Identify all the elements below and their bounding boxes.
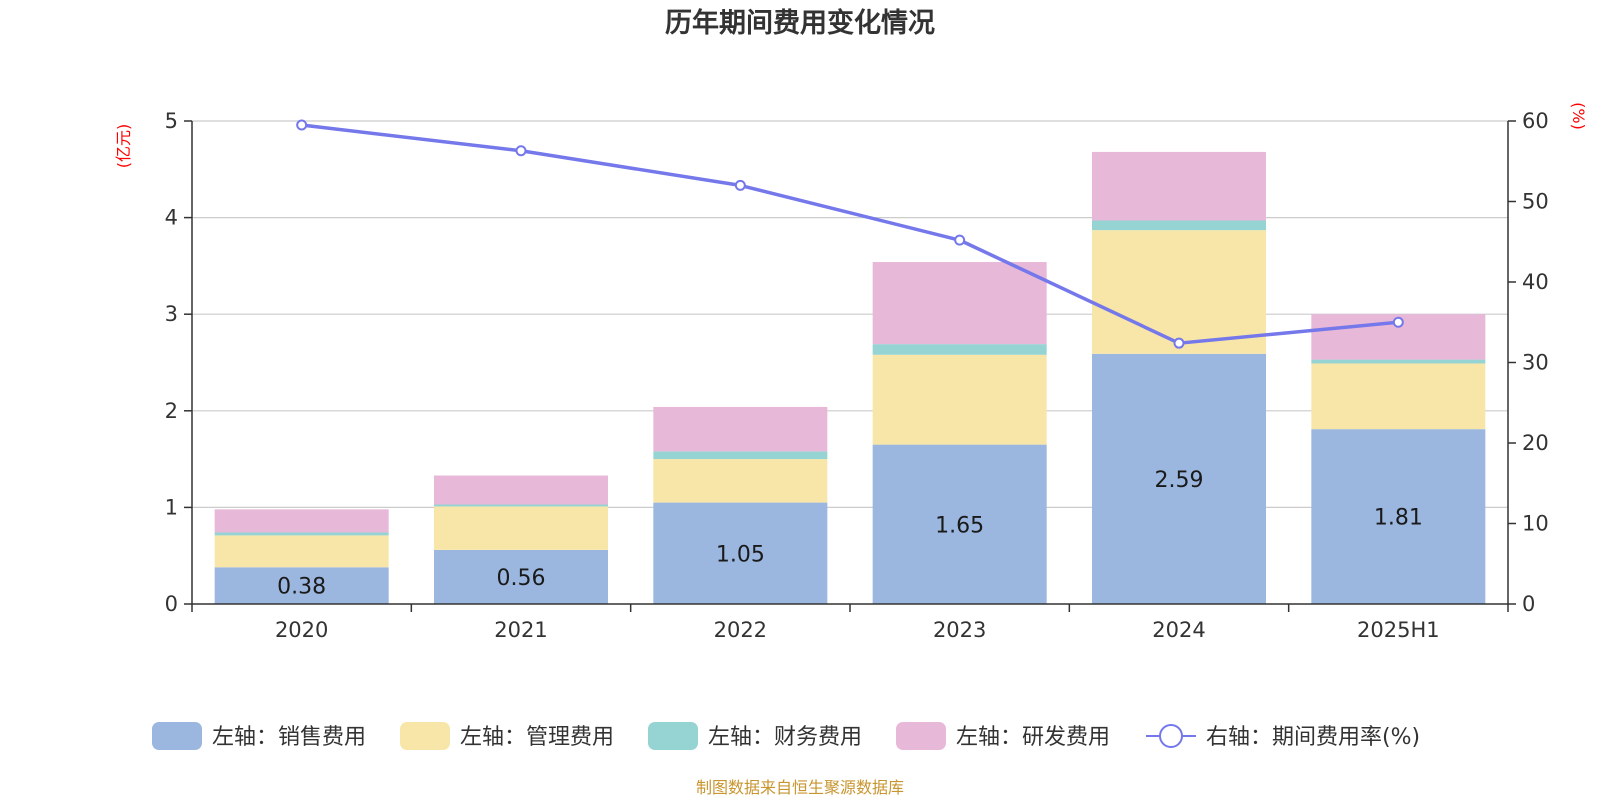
legend-marker [1159,724,1183,748]
bar-admin [434,506,608,550]
grid [192,120,1508,508]
legend-item: 左轴：管理费用 [400,722,614,750]
rate-line [296,119,1404,349]
bar-finance [434,504,608,507]
bar-rd [214,509,389,533]
bar-value-label: 2.59 [1155,468,1204,493]
bar-finance [872,344,1047,355]
right-tick-label: 20 [1522,431,1549,455]
legend-label: 左轴：研发费用 [956,725,1110,750]
bar-rd [1092,151,1266,221]
left-tick-label: 0 [165,592,178,616]
x-tick-label: 2025H1 [1357,618,1440,642]
legend-swatch [648,722,698,750]
bar-rd [434,475,608,505]
x-tick-label: 2020 [275,618,328,642]
bar-finance [653,451,828,460]
bar-sales [653,502,828,604]
bar-finance [1311,359,1486,364]
legend-item: 右轴：期间费用率(%) [1146,724,1420,750]
legend-swatch [152,722,202,750]
bar-sales [434,549,608,604]
right-tick-label: 30 [1522,351,1549,375]
bar-value-label: 1.65 [935,513,984,538]
data-labels: 0.38 0.56 1.05 1.65 2.59 1.81 [277,468,1423,600]
legend-label: 右轴：期间费用率(%) [1206,725,1420,750]
legend-label: 左轴：财务费用 [708,725,862,750]
bar-admin [214,535,389,568]
rate-point [1392,316,1404,328]
rate-line-path [301,123,1399,345]
bar-sales [1311,429,1486,604]
x-tick-label: 2022 [714,618,767,642]
left-tick-label: 5 [165,109,178,133]
bar-sales [214,567,389,604]
bar-admin [872,354,1047,445]
legend-item: 左轴：财务费用 [648,722,862,750]
rate-point [734,179,746,191]
left-axis-unit: (亿元) [114,124,133,169]
bar-finance [1092,220,1266,231]
rate-point [954,234,966,246]
bar-admin [653,459,828,503]
bar-value-label: 1.05 [716,542,765,567]
rate-point [296,119,308,131]
legend: 左轴：销售费用 左轴：管理费用 左轴：财务费用 左轴：研发费用 右轴：期间费用率(%) [152,722,1420,750]
bar-rd [872,262,1047,345]
source-note: 制图数据来自恒生聚源数据库 [696,778,904,797]
bar-finance [214,532,389,536]
legend-item: 左轴：研发费用 [896,722,1110,750]
legend-swatch [400,722,450,750]
right-tick-label: 40 [1522,270,1549,294]
bar-value-label: 0.56 [497,566,546,591]
x-tick-label: 2021 [494,618,547,642]
left-tick-label: 4 [165,206,178,230]
chart-title: 历年期间费用变化情况 [665,7,935,39]
bars [214,151,1486,604]
bar-rd [653,406,828,452]
legend-swatch [896,722,946,750]
legend-label: 左轴：管理费用 [460,725,614,750]
left-tick-label: 1 [165,495,178,519]
bar-value-label: 1.81 [1374,506,1423,531]
right-tick-label: 0 [1522,592,1535,616]
bar-value-label: 0.38 [277,575,326,600]
left-tick-label: 2 [165,399,178,423]
left-tick-label: 3 [165,302,178,326]
x-tick-label: 2024 [1152,618,1205,642]
bar-admin [1311,363,1486,430]
bar-sales [1092,353,1266,604]
right-tick-label: 10 [1522,512,1549,536]
bar-sales [872,444,1047,604]
right-tick-label: 50 [1522,190,1549,214]
bar-admin [1092,230,1266,354]
legend-item: 左轴：销售费用 [152,722,366,750]
rate-point [1173,337,1185,349]
x-tick-label: 2023 [933,618,986,642]
right-axis-unit: (%) [1569,102,1588,130]
right-tick-label: 60 [1522,109,1549,133]
rate-point [515,145,527,157]
legend-label: 左轴：销售费用 [212,725,366,750]
